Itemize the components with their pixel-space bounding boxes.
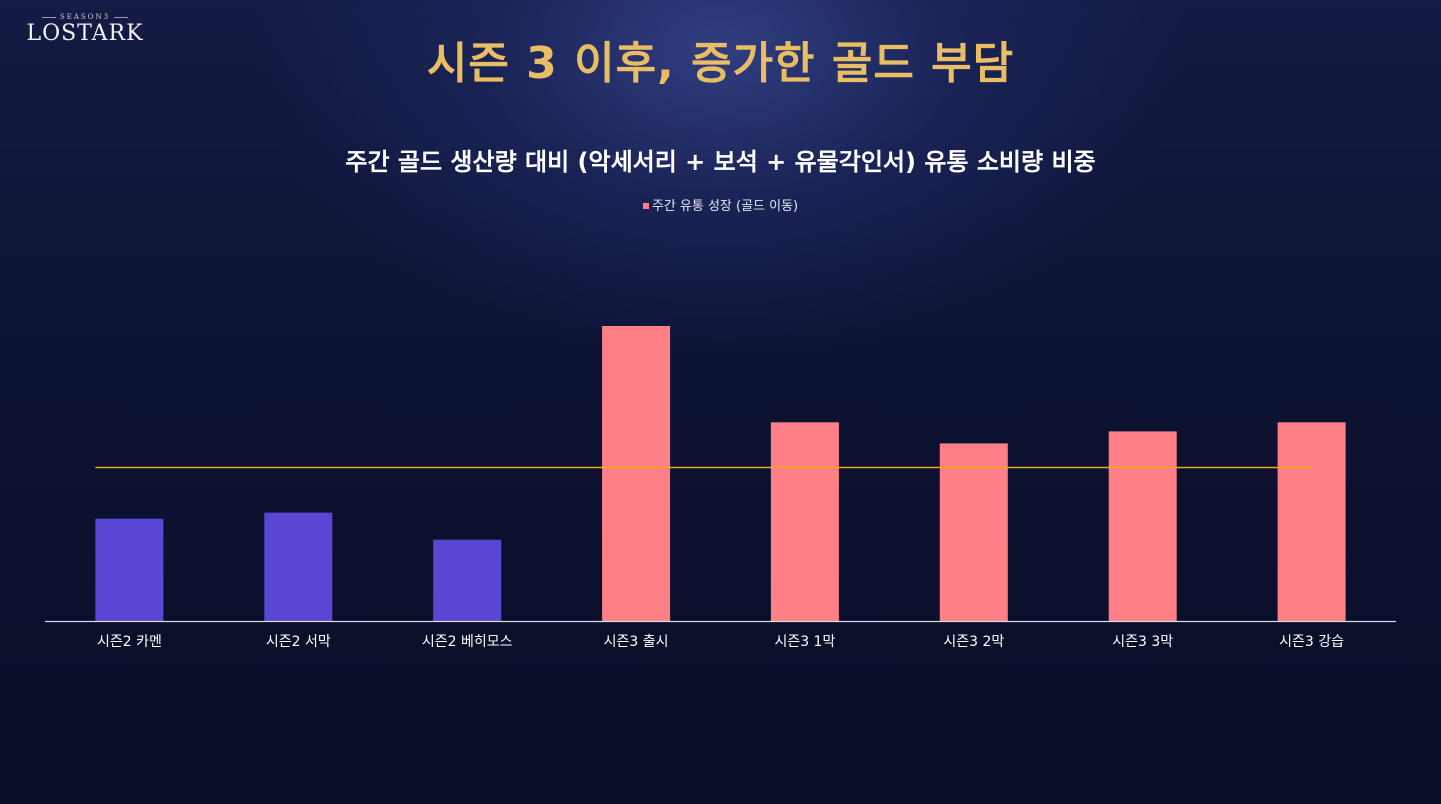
bar-4 (602, 326, 671, 621)
bar-1 (95, 518, 164, 621)
slide-title: 시즌 3 이후, 증가한 골드 부담 (426, 38, 1015, 89)
chart-title: 주간 골드 생산량 대비 (악세서리 + 보석 + 유물각인서) 유통 소비량 … (345, 148, 1096, 176)
bar-6 (939, 443, 1008, 621)
bar-5 (770, 422, 839, 621)
x-tick-label: 시즌3 1막 (774, 634, 835, 650)
logo-season-text: SEASON3 (20, 12, 150, 22)
x-tick-label: 시즌3 출시 (604, 634, 669, 650)
x-tick-label: 시즌2 서막 (266, 634, 331, 650)
bar-7 (1108, 431, 1177, 621)
lostark-logo: SEASON3 LOSTARK (20, 12, 150, 46)
bar-2 (264, 512, 333, 621)
x-tick-label: 시즌2 카멘 (97, 634, 162, 650)
bar-8 (1277, 422, 1346, 621)
x-tick-label: 시즌3 3막 (1112, 634, 1173, 650)
chart-legend: 주간 유통 성장 (골드 이동) (0, 197, 1441, 217)
logo-wordmark: LOSTARK (26, 21, 144, 46)
legend-swatch (642, 202, 649, 209)
x-tick-label: 시즌3 2막 (943, 634, 1004, 650)
x-tick-label: 시즌3 강습 (1279, 634, 1344, 650)
legend-label: 주간 유통 성장 (골드 이동) (651, 199, 799, 214)
bar-3 (433, 539, 502, 621)
x-tick-label: 시즌2 베히모스 (422, 634, 513, 650)
